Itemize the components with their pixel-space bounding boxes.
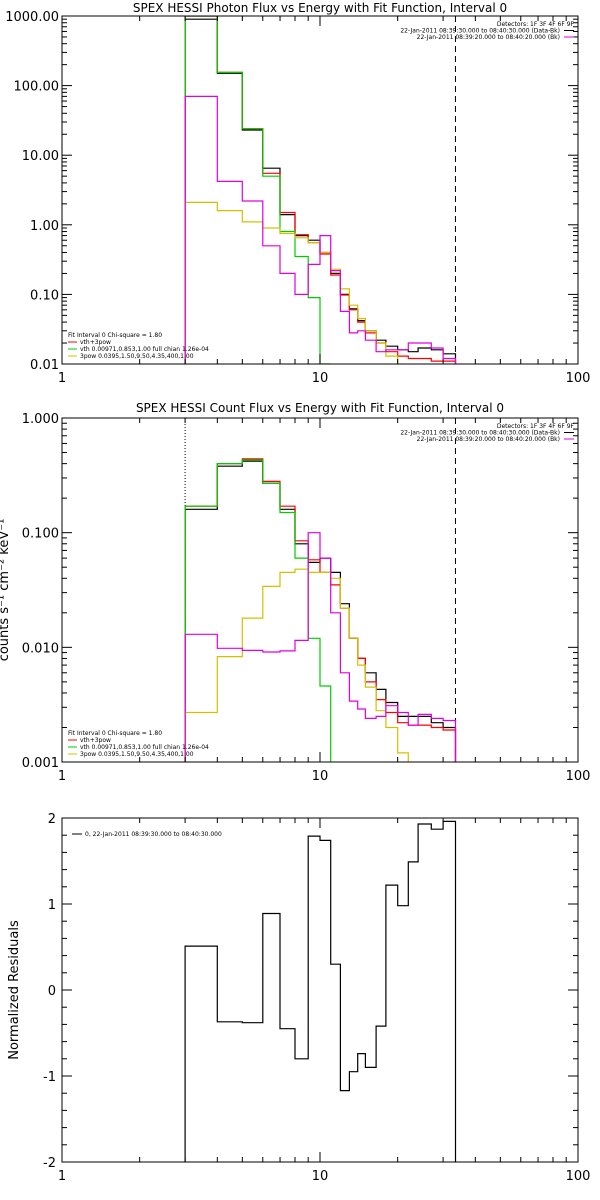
legend-top-right-entry: 22-Jan-2011 08:39:20.000 to 08:40:20.000… <box>417 34 560 41</box>
y-tick-label: 1 <box>48 898 56 913</box>
legend-top-left-entry: 0, 22-Jan-2011 08:39:30.000 to 08:40:30.… <box>85 831 222 838</box>
y-tick-label: 0.01 <box>30 358 59 373</box>
chart-title: SPEX HESSI Count Flux vs Energy with Fit… <box>136 401 504 415</box>
legend-top-right-entry: 22-Jan-2011 08:39:30.000 to 08:40:30.000… <box>400 28 560 35</box>
chart-panel-1: SPEX HESSI Count Flux vs Energy with Fit… <box>0 401 591 784</box>
legend-bottom-left-entry: Fit Interval 0 Chi-square = 1.80 <box>68 730 162 737</box>
y-axis-label: Normalized Residuals <box>7 920 22 1060</box>
legend-bottom-left-entry: 3pow 0.0395,1.50,9.50,4.35,400,1.00 <box>80 353 194 360</box>
legend-top-right-entry: Detectors: 1F 3F 4F 6F 9F <box>497 423 575 430</box>
legend-top-right-entry: Detectors: 1F 3F 4F 6F 9F <box>497 21 575 28</box>
series-line-3 <box>184 568 409 762</box>
chart-panel-0: SPEX HESSI Photon Flux vs Energy with Fi… <box>5 1 590 386</box>
y-tick-label: 0 <box>48 984 56 999</box>
plot-area <box>184 820 457 1162</box>
x-tick-label: 10 <box>312 1169 329 1184</box>
series-line-1 <box>184 458 457 762</box>
x-tick-label: 100 <box>566 371 591 386</box>
y-tick-label: 10.00 <box>22 149 59 164</box>
y-tick-label: 100.00 <box>14 80 60 95</box>
series-line-2 <box>184 16 332 364</box>
series-line-0 <box>184 460 457 762</box>
x-tick-label: 1 <box>58 371 66 386</box>
x-tick-label: 100 <box>566 769 591 784</box>
y-axis-label: counts s⁻¹ cm⁻² keV⁻¹ <box>0 519 12 662</box>
legend-bottom-left-entry: 3pow 0.0395,1.50,9.50,4.35,400,1.00 <box>80 751 194 758</box>
y-tick-label: 1.00 <box>30 219 59 234</box>
legend-bottom-left-entry: vth+3pow <box>80 339 111 346</box>
legend-bottom-left-entry: vth 0.00971,0.853,1.00 full chian 1.26e-… <box>80 346 209 353</box>
y-tick-label: 0.010 <box>22 641 59 656</box>
series-line-0 <box>184 820 457 1162</box>
y-tick-label: 0.10 <box>30 288 59 303</box>
legend-bottom-left-entry: vth 0.00971,0.853,1.00 full chian 1.26e-… <box>80 744 209 751</box>
x-tick-label: 1 <box>58 1169 66 1184</box>
y-tick-label: 0.001 <box>22 756 59 771</box>
series-line-4 <box>184 532 457 762</box>
plot-area <box>184 418 457 762</box>
y-tick-label: -2 <box>43 1156 56 1171</box>
plot-area <box>184 16 457 364</box>
axes-frame <box>61 817 579 1163</box>
x-tick-label: 1 <box>58 769 66 784</box>
series-line-4 <box>184 95 457 364</box>
y-tick-label: 0.100 <box>22 527 59 542</box>
axes-frame <box>61 417 579 763</box>
chart-title: SPEX HESSI Photon Flux vs Energy with Fi… <box>133 1 507 15</box>
legend-bottom-left-entry: Fit Interval 0 Chi-square = 1.80 <box>68 332 162 339</box>
legend-top-right-entry: 22-Jan-2011 08:39:30.000 to 08:40:30.000… <box>400 430 560 437</box>
series-line-2 <box>184 459 332 762</box>
x-tick-label: 100 <box>566 1169 591 1184</box>
y-tick-label: -1 <box>43 1070 56 1085</box>
chart-panel-2: 1 10 100 -2 -1 0 1 2 Normalized Residuals 0, 22-J… <box>7 812 590 1184</box>
x-tick-label: 10 <box>312 769 329 784</box>
legend-bottom-left-entry: vth+3pow <box>80 737 111 744</box>
x-tick-label: 10 <box>312 371 329 386</box>
y-tick-label: 1000.00 <box>5 10 59 25</box>
y-tick-label: 2 <box>48 812 56 827</box>
y-tick-label: 1.000 <box>22 412 59 427</box>
legend-top-right-entry: 22-Jan-2011 08:39:20.000 to 08:40:20.000… <box>417 436 560 443</box>
